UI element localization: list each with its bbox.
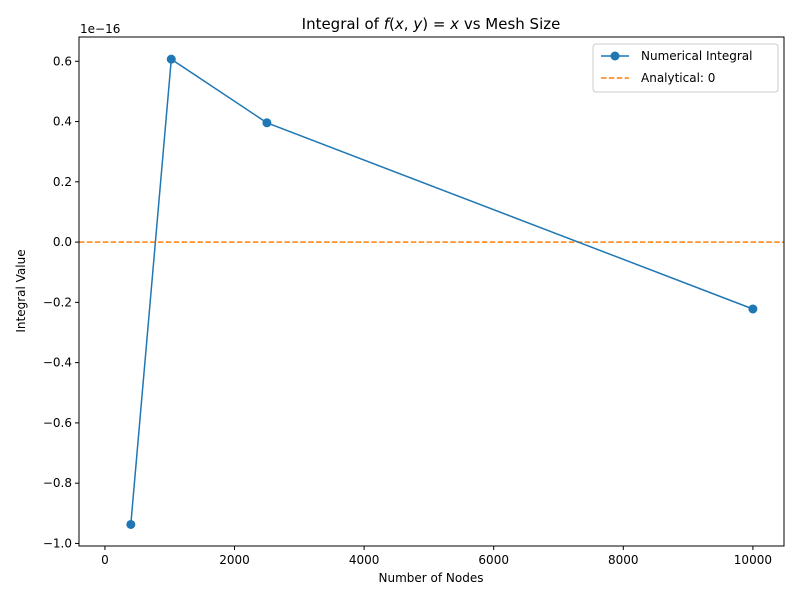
chart-title-suffix: vs Mesh Size (459, 15, 560, 33)
chart-title-open: ( (389, 15, 395, 33)
x-tick-label: 2000 (219, 553, 250, 567)
chart-title-eq: = (428, 15, 450, 33)
x-tick-label: 4000 (349, 553, 380, 567)
x-axis-label: Number of Nodes (379, 571, 484, 585)
chart-title-x1: x (394, 15, 404, 33)
y-axis-ticks: −1.0 −0.8 −0.6 −0.4 −0.2 0.0 0.2 0.4 0.6 (43, 54, 79, 550)
chart-title-f: f (384, 15, 392, 33)
y-tick-label: −0.4 (43, 356, 72, 370)
chart-title-comma: , (404, 15, 414, 33)
legend-box (592, 43, 779, 93)
x-axis-ticks: 0 2000 4000 6000 8000 10000 (101, 546, 772, 567)
y-tick-label: 0.6 (53, 54, 72, 68)
y-axis-label: Integral Value (14, 249, 28, 332)
plot-area-frame (78, 36, 785, 547)
legend-label-analytical: Analytical: 0 (641, 71, 715, 85)
data-point (748, 304, 758, 314)
y-tick-label: −0.2 (43, 295, 72, 309)
chart-title-y: y (412, 15, 423, 33)
y-tick-label: −0.8 (43, 476, 72, 490)
y-tick-label: −0.6 (43, 416, 72, 430)
legend: Numerical Integral Analytical: 0 (592, 43, 779, 93)
x-tick-label: 6000 (478, 553, 509, 567)
data-point (166, 54, 176, 64)
chart-title: Integral of f(x, y) = x vs Mesh Size (302, 15, 561, 33)
x-tick-label: 0 (101, 553, 109, 567)
y-axis-offset-label: 1e−16 (80, 22, 120, 36)
y-tick-label: −1.0 (43, 536, 72, 550)
data-point (126, 519, 136, 529)
chart-title-x2: x (449, 15, 459, 33)
y-tick-label: 0.4 (53, 115, 72, 129)
series-line-numerical (130, 57, 754, 525)
data-point (262, 118, 272, 128)
x-tick-label: 10000 (734, 553, 772, 567)
legend-label-numerical: Numerical Integral (641, 49, 753, 63)
y-tick-label: 0.0 (53, 235, 72, 249)
data-series (126, 54, 758, 529)
chart-title-prefix: Integral of (302, 15, 384, 33)
y-tick-label: 0.2 (53, 175, 72, 189)
x-tick-label: 8000 (608, 553, 639, 567)
chart-title-close: ) (422, 15, 428, 33)
legend-marker-numerical (610, 51, 620, 61)
